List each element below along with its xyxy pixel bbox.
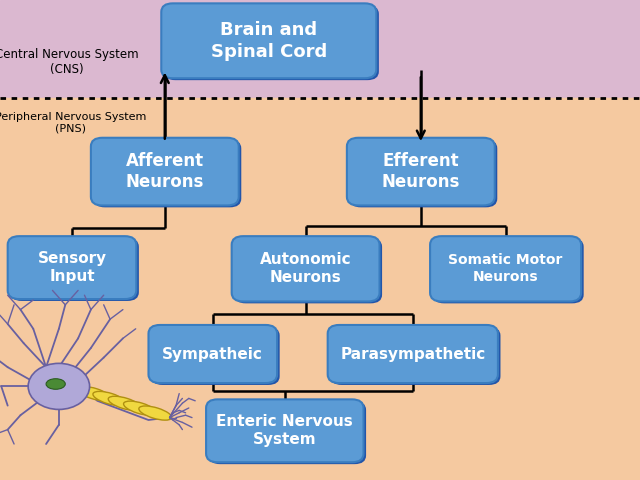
FancyBboxPatch shape: [209, 401, 366, 464]
FancyBboxPatch shape: [151, 327, 280, 385]
FancyBboxPatch shape: [148, 325, 277, 383]
FancyBboxPatch shape: [433, 238, 584, 303]
Text: Efferent
Neurons: Efferent Neurons: [381, 152, 460, 192]
FancyBboxPatch shape: [347, 138, 495, 205]
FancyBboxPatch shape: [161, 3, 376, 78]
Text: Autonomic
Neurons: Autonomic Neurons: [260, 252, 351, 285]
Text: Enteric Nervous
System: Enteric Nervous System: [216, 414, 353, 447]
FancyBboxPatch shape: [164, 5, 379, 80]
FancyBboxPatch shape: [330, 327, 500, 385]
Text: Somatic Motor
Neurons: Somatic Motor Neurons: [449, 253, 563, 284]
FancyBboxPatch shape: [206, 399, 364, 462]
FancyBboxPatch shape: [93, 140, 241, 207]
Text: Afferent
Neurons: Afferent Neurons: [125, 152, 204, 192]
Text: Sensory
Input: Sensory Input: [37, 251, 107, 284]
Bar: [0, 98, 640, 480]
Text: Parasympathetic: Parasympathetic: [340, 347, 485, 361]
FancyBboxPatch shape: [91, 138, 239, 205]
Text: Central Nervous System
(CNS): Central Nervous System (CNS): [0, 48, 139, 76]
FancyBboxPatch shape: [328, 325, 498, 383]
FancyBboxPatch shape: [8, 236, 136, 299]
FancyBboxPatch shape: [430, 236, 581, 301]
Circle shape: [28, 363, 90, 409]
FancyBboxPatch shape: [234, 238, 382, 303]
Ellipse shape: [124, 401, 156, 415]
Ellipse shape: [139, 406, 172, 420]
Bar: [0, 0, 640, 98]
Ellipse shape: [108, 396, 141, 410]
Ellipse shape: [93, 391, 126, 406]
Ellipse shape: [46, 379, 65, 389]
Text: Sympatheic: Sympatheic: [163, 347, 263, 361]
Ellipse shape: [77, 386, 111, 401]
FancyBboxPatch shape: [232, 236, 380, 301]
FancyBboxPatch shape: [10, 238, 139, 301]
Text: Brain and
Spinal Cord: Brain and Spinal Cord: [211, 21, 327, 60]
Text: Peripheral Nervous System
(PNS): Peripheral Nervous System (PNS): [0, 111, 146, 133]
FancyBboxPatch shape: [349, 140, 497, 207]
